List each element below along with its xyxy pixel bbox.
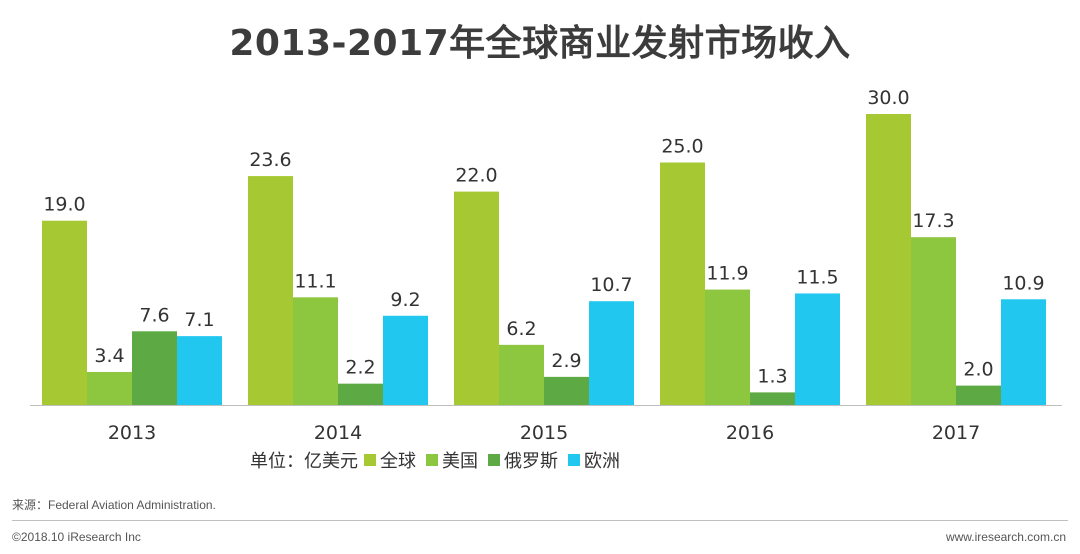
data-label-2016-3: 11.5 bbox=[796, 266, 838, 288]
data-label-2017-2: 2.0 bbox=[963, 359, 993, 381]
bar-2013-0 bbox=[42, 220, 87, 405]
data-label-2016-1: 11.9 bbox=[706, 263, 748, 285]
bar-2013-3 bbox=[177, 336, 222, 405]
x-tick-label-2014: 2014 bbox=[314, 422, 362, 444]
legend-swatch-global bbox=[364, 454, 376, 466]
legend-swatch-russia bbox=[488, 454, 500, 466]
data-label-2014-0: 23.6 bbox=[249, 149, 291, 171]
bar-2016-1 bbox=[705, 289, 750, 405]
bar-2017-3 bbox=[1001, 299, 1046, 405]
data-label-2015-0: 22.0 bbox=[455, 165, 497, 187]
x-tick-label-2016: 2016 bbox=[726, 422, 774, 444]
legend-swatch-europe bbox=[568, 454, 580, 466]
bar-2017-1 bbox=[911, 237, 956, 405]
chart-title: 2013-2017年全球商业发射市场收入 bbox=[229, 23, 851, 64]
unit-label: 单位：亿美元 bbox=[250, 451, 358, 472]
data-label-2013-0: 19.0 bbox=[43, 194, 85, 216]
data-label-2017-3: 10.9 bbox=[1002, 272, 1044, 294]
data-label-2013-1: 3.4 bbox=[94, 345, 124, 367]
legend-item-usa: 美国 bbox=[426, 447, 478, 473]
bar-2014-1 bbox=[293, 297, 338, 405]
source-note: 来源：Federal Aviation Administration. bbox=[12, 498, 216, 512]
bar-2014-0 bbox=[248, 176, 293, 405]
copyright: ©2018.10 iResearch Inc bbox=[12, 530, 141, 544]
data-label-2017-0: 30.0 bbox=[867, 87, 909, 109]
bar-2014-3 bbox=[383, 315, 428, 405]
bar-2016-3 bbox=[795, 293, 840, 405]
bar-2013-1 bbox=[87, 372, 132, 405]
legend-label-usa: 美国 bbox=[442, 451, 478, 472]
bar-2015-0 bbox=[454, 191, 499, 405]
data-label-2015-2: 2.9 bbox=[551, 350, 581, 372]
bar-2015-2 bbox=[544, 376, 589, 405]
bar-2014-2 bbox=[338, 383, 383, 405]
legend-label-global: 全球 bbox=[380, 451, 416, 472]
data-label-2013-3: 7.1 bbox=[184, 309, 214, 331]
bar-2015-3 bbox=[589, 301, 634, 405]
legend-item-europe: 欧洲 bbox=[568, 447, 620, 473]
bar-2013-2 bbox=[132, 331, 177, 405]
x-tick-label-2013: 2013 bbox=[108, 422, 156, 444]
legend-swatch-usa bbox=[426, 454, 438, 466]
bar-2016-2 bbox=[750, 392, 795, 405]
website-link[interactable]: www.iresearch.com.cn bbox=[945, 530, 1066, 544]
legend-item-russia: 俄罗斯 bbox=[488, 447, 558, 473]
legend-item-global: 全球 bbox=[364, 447, 416, 473]
bar-chart: 19.0 3.4 7.6 7.1 2013 23.6 11.1 2.2 9.2 2014 22.0 6… bbox=[30, 87, 1062, 444]
data-label-2016-0: 25.0 bbox=[661, 136, 703, 158]
bar-2015-1 bbox=[499, 344, 544, 405]
data-label-2015-3: 10.7 bbox=[590, 274, 632, 296]
x-tick-label-2015: 2015 bbox=[520, 422, 568, 444]
bar-2017-0 bbox=[866, 114, 911, 405]
legend-label-europe: 欧洲 bbox=[584, 451, 620, 472]
data-label-2014-2: 2.2 bbox=[345, 357, 375, 379]
data-label-2017-1: 17.3 bbox=[912, 210, 954, 232]
footer-divider bbox=[12, 520, 1068, 521]
bar-2017-2 bbox=[956, 385, 1001, 405]
data-label-2014-1: 11.1 bbox=[294, 270, 336, 292]
legend: 单位：亿美元 全球 美国 俄罗斯 欧洲 bbox=[250, 448, 630, 472]
data-label-2015-1: 6.2 bbox=[506, 318, 536, 340]
data-label-2014-3: 9.2 bbox=[390, 289, 420, 311]
x-tick-label-2017: 2017 bbox=[932, 422, 980, 444]
bar-2016-0 bbox=[660, 162, 705, 405]
legend-label-russia: 俄罗斯 bbox=[504, 451, 558, 472]
data-label-2013-2: 7.6 bbox=[139, 304, 169, 326]
data-label-2016-2: 1.3 bbox=[757, 365, 787, 387]
